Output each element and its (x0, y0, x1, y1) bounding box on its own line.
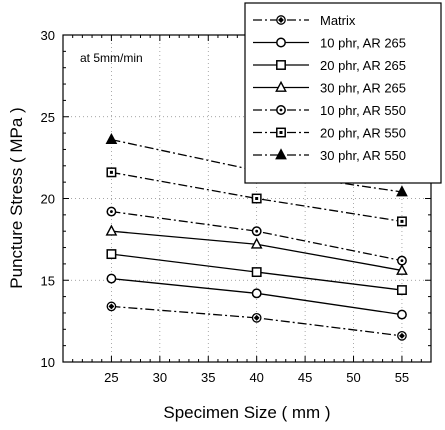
marker-shape (275, 80, 287, 92)
legend-item: 30 phr, AR 550 (253, 148, 406, 163)
marker-dot (110, 210, 113, 213)
legend-label: 20 phr, AR 265 (320, 58, 406, 73)
marker-dot (278, 17, 284, 23)
marker-triangle-filled (275, 148, 287, 160)
series-line (111, 210, 403, 262)
marker-square-open (276, 60, 286, 70)
x-axis-title: Specimen Size ( mm ) (163, 403, 330, 422)
marker-shape (275, 148, 287, 160)
marker-triangle-open (105, 224, 118, 236)
marker-circle-dot (276, 105, 286, 115)
marker-shape (106, 249, 117, 260)
y-tick-label: 15 (41, 273, 55, 288)
marker-shape (396, 185, 408, 197)
legend-item: 30 phr, AR 265 (253, 81, 406, 96)
legend: Matrix 10 phr, AR 265 20 phr, AR 265 30 phr… (244, 2, 442, 184)
marker-circle-open (276, 37, 286, 48)
marker-dot (255, 229, 259, 233)
marker-diamond-open (251, 313, 262, 323)
series-1 (106, 301, 407, 341)
legend-box (244, 2, 442, 184)
marker-shape (276, 60, 286, 70)
marker-circle-dot (251, 226, 262, 237)
legend-label: 10 phr, AR 550 (320, 103, 406, 118)
legend-item: 10 phr, AR 550 (253, 103, 406, 118)
marker-shape (396, 285, 407, 296)
marker-square-open (251, 267, 262, 278)
marker-diamond-open (276, 15, 286, 25)
marker-triangle-filled (396, 185, 408, 197)
marker-circle-open (106, 273, 117, 284)
y-tick-label: 25 (41, 110, 55, 125)
marker-shape (250, 237, 263, 249)
y-axis-title: Puncture Stress ( MPa ) (7, 107, 26, 288)
marker-dot (255, 197, 259, 200)
marker-dot (279, 131, 283, 134)
x-tick-label: 55 (395, 370, 409, 385)
y-tick-label: 30 (41, 28, 55, 43)
marker-triangle-open (396, 263, 408, 275)
marker-triangle-open (250, 237, 263, 249)
marker-dot (400, 259, 404, 263)
x-tick-label: 40 (249, 370, 263, 385)
legend-label: 20 phr, AR 550 (320, 126, 406, 141)
series-5 (106, 206, 407, 266)
x-tick-label: 30 (153, 370, 167, 385)
series-4 (105, 224, 408, 275)
legend-item: 10 phr, AR 265 (253, 36, 406, 51)
marker-dot (255, 292, 258, 295)
legend-label: Matrix (320, 13, 356, 28)
marker-diamond-open (397, 330, 407, 341)
series-line (111, 171, 403, 223)
marker-dot (279, 108, 283, 112)
marker-circle-dot (106, 206, 117, 217)
legend-item: Matrix (253, 13, 356, 28)
y-tick-label: 20 (41, 192, 55, 207)
legend-item: 20 phr, AR 265 (253, 58, 406, 73)
marker-square-dot (251, 193, 262, 204)
series-3 (106, 249, 407, 296)
x-tick-label: 45 (298, 370, 312, 385)
x-tick-label: 25 (104, 370, 118, 385)
marker-dot (108, 303, 115, 310)
series-2 (106, 273, 407, 320)
marker-circle-dot (396, 255, 407, 266)
axis-ticks: 25 30 35 40 45 50 55 10 15 20 25 30 (41, 28, 432, 385)
marker-circle-open (396, 309, 407, 320)
marker-dot (279, 41, 283, 44)
y-tick-label: 10 (41, 355, 55, 370)
marker-triangle-open (275, 80, 287, 92)
series-group (105, 132, 408, 341)
marker-square-open (396, 285, 407, 296)
x-tick-label: 35 (201, 370, 215, 385)
legend-label: 30 phr, AR 265 (320, 81, 406, 96)
marker-square-dot (276, 127, 286, 138)
marker-circle-open (251, 288, 262, 299)
series-line (111, 305, 403, 337)
series-6 (106, 167, 407, 227)
marker-shape (105, 224, 118, 236)
marker-dot (399, 332, 405, 339)
marker-dot (400, 313, 404, 316)
marker-dot (109, 170, 113, 174)
marker-shape (105, 132, 118, 145)
marker-shape (251, 267, 262, 278)
marker-diamond-open (106, 301, 117, 312)
marker-dot (400, 219, 404, 223)
marker-triangle-filled (105, 132, 118, 145)
marker-square-dot (396, 216, 407, 227)
legend-label: 30 phr, AR 550 (320, 148, 406, 163)
x-tick-label: 50 (346, 370, 360, 385)
marker-square-dot (106, 167, 117, 178)
legend-label: 10 phr, AR 265 (320, 36, 406, 51)
marker-dot (110, 277, 113, 280)
marker-square-open (106, 249, 117, 260)
legend-item: 20 phr, AR 550 (253, 126, 406, 141)
marker-shape (396, 263, 408, 275)
marker-dot (253, 314, 260, 321)
series-line (111, 230, 403, 272)
annotation: at 5mm/min (80, 51, 143, 65)
